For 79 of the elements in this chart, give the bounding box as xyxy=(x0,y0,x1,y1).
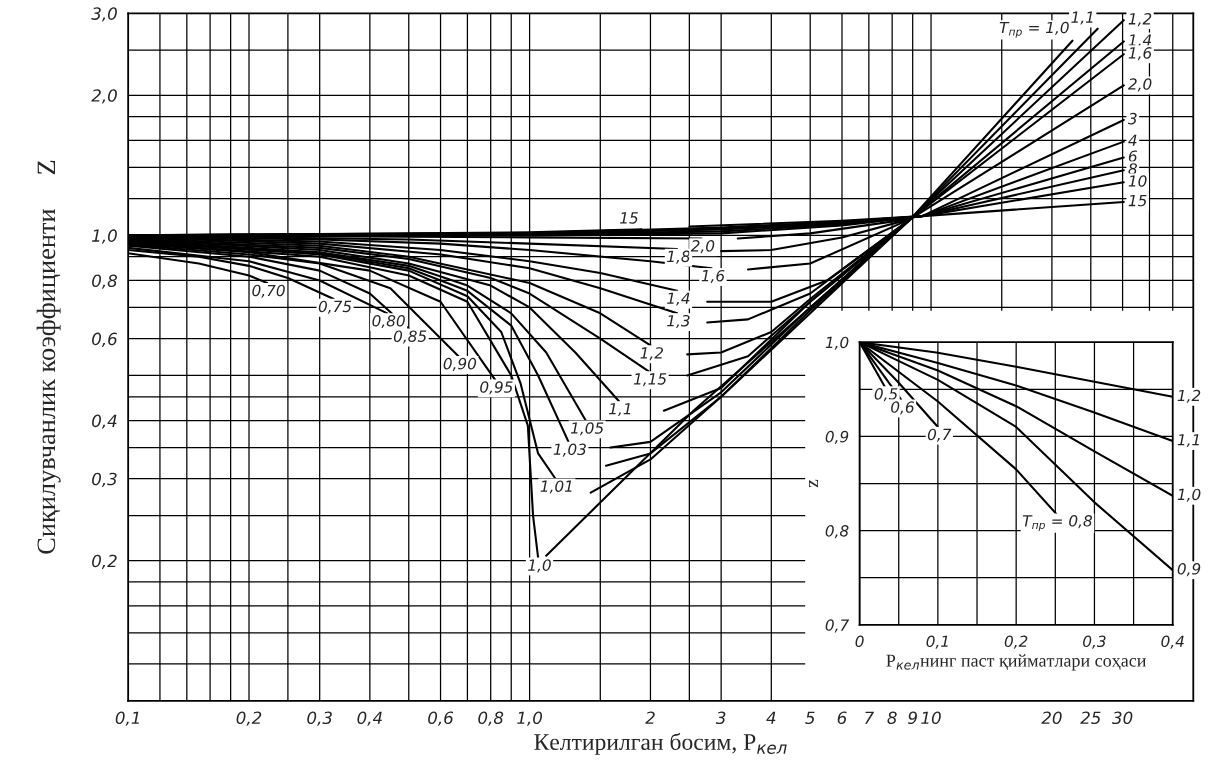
series-label: 0,70 xyxy=(252,284,285,298)
x-tick-label: 0,2 xyxy=(236,711,262,726)
series-label: 1,1 xyxy=(609,403,631,417)
y-axis-title: z xyxy=(809,479,818,488)
x-tick-label: 20 xyxy=(1041,711,1062,725)
y-tick-label: 0,2 xyxy=(92,554,117,569)
x-tick-label: 6 xyxy=(837,711,847,725)
x-tick-label: 8 xyxy=(887,711,897,725)
series-label: 15 xyxy=(620,212,638,224)
y-tick-label: 0,9 xyxy=(825,430,849,444)
y-tick-label: 0,4 xyxy=(92,414,117,429)
series-label: 1,2 xyxy=(640,347,664,361)
x-tick-label: 0 xyxy=(855,635,864,648)
series-label: 0,95 xyxy=(480,381,513,395)
y-tick-label: 0,7 xyxy=(825,619,850,633)
series-label: 1,3 xyxy=(667,314,690,329)
y-tick-label: 2,0 xyxy=(91,89,117,104)
series-label: 1,1 xyxy=(1071,11,1093,25)
x-tick-label: 9 xyxy=(908,711,917,725)
x-tick-label: 0,3 xyxy=(1083,635,1106,649)
series-label: 1,05 xyxy=(570,422,604,436)
x-tick-label: 0,4 xyxy=(1161,635,1184,649)
x-tick-label: 30 xyxy=(1112,711,1133,725)
series-label: 2,0 xyxy=(1127,78,1152,92)
series-label: 0,80 xyxy=(372,314,405,329)
series-label: 1,0 xyxy=(528,559,551,573)
x-tick-label: 0,2 xyxy=(1004,635,1028,649)
series-label: 1,2 xyxy=(1177,389,1201,403)
series-label: 1,1 xyxy=(1177,434,1199,448)
y-tick-label: 3,0 xyxy=(91,7,117,22)
series-label: 10 xyxy=(1128,175,1147,187)
x-tick-label: 1,0 xyxy=(517,711,543,726)
x-tick-label: 25 xyxy=(1080,711,1101,725)
y-axis-title: Сиқилувчанлик коэффициенти Z xyxy=(36,160,61,554)
series-label: 1,6 xyxy=(701,269,725,283)
series-label: 1,03 xyxy=(553,443,586,457)
y-tick-label: 1,0 xyxy=(92,229,117,244)
series-label: 0,6 xyxy=(891,401,914,415)
y-tick-label: 0,8 xyxy=(825,525,849,539)
series-label: 2,0 xyxy=(690,240,715,254)
x-tick-label: 0,1 xyxy=(115,711,139,726)
x-tick-label: 10 xyxy=(921,711,941,725)
y-tick-label: 0,3 xyxy=(92,472,117,487)
series-label: 0,75 xyxy=(318,300,352,314)
x-tick-label: 0,3 xyxy=(307,711,332,726)
y-tick-label: 1,0 xyxy=(825,336,849,350)
series-label: 15 xyxy=(1128,194,1147,207)
x-tick-label: 0,6 xyxy=(428,711,454,726)
series-label: 1,4 xyxy=(1128,34,1152,48)
x-tick-label: 0,4 xyxy=(357,711,382,726)
series-label: 4 xyxy=(1128,134,1137,146)
series-label: 0,5 xyxy=(874,388,898,402)
x-tick-label: 2 xyxy=(645,711,655,724)
series-label: 0,85 xyxy=(393,330,427,344)
series-label: T$_{пр}$ = 0,8 xyxy=(1022,515,1093,532)
x-tick-label: 0,8 xyxy=(478,711,504,726)
series-label: 1,2 xyxy=(1128,13,1152,27)
series-label: 0,7 xyxy=(927,428,952,442)
series-label: 1,4 xyxy=(667,292,690,306)
x-tick-label: 4 xyxy=(766,711,776,724)
series-label: 1,01 xyxy=(540,480,572,494)
series-label: 6 xyxy=(1128,150,1137,162)
series-label: 8 xyxy=(1128,163,1137,175)
x-tick-label: 0,1 xyxy=(926,635,948,649)
series-label: 1,0 xyxy=(1177,488,1201,502)
x-axis-title: P$_{кел}$нинг паст қийматлари соҳаси xyxy=(886,654,1146,671)
x-axis-title: Келтирилган босим, P$_{кел}$ xyxy=(534,732,787,755)
x-tick-label: 5 xyxy=(805,711,815,725)
x-tick-label: 7 xyxy=(865,711,875,724)
series-label: 0,90 xyxy=(443,357,477,371)
series-label: 1,15 xyxy=(633,373,667,387)
series-label: T$_{пр}$ = 1,0 xyxy=(999,21,1069,38)
series-label: 1,6 xyxy=(1128,47,1152,61)
series-label: 1,8 xyxy=(667,250,690,264)
x-tick-label: 3 xyxy=(715,711,726,725)
y-tick-label: 0,8 xyxy=(92,274,118,289)
y-tick-label: 0,6 xyxy=(92,332,117,347)
series-label: 0,9 xyxy=(1177,563,1201,577)
series-label: 3 xyxy=(1127,112,1137,125)
